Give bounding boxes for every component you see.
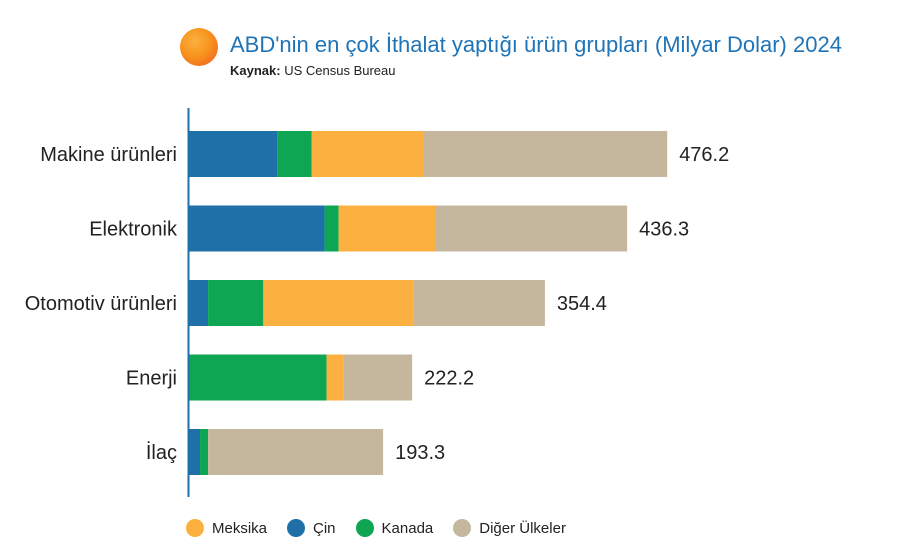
legend: Meksika Çin Kanada Diğer Ülkeler [186, 519, 566, 537]
bar-total-label: 476.2 [679, 144, 729, 166]
bar-segment-diger-ulkeler-4 [343, 354, 413, 401]
bar-segment-kanada-5 [200, 429, 209, 475]
legend-swatch [287, 519, 306, 537]
legend-item-cin: Çin [287, 519, 336, 537]
legend-swatch [453, 519, 472, 537]
chart-source: Kaynak: US Census Bureau [230, 63, 395, 78]
bar-segment-cin-3 [189, 280, 209, 326]
bar-group: Makine ürünleri 476.2 Elektronik 436.3 Otomo… [25, 131, 729, 475]
bar-total-label: 354.4 [557, 293, 607, 315]
bar-segment-diger-ulkeler-3 [413, 280, 545, 326]
bar-segment-cin-1 [189, 131, 278, 177]
bar-segment-meksika-1 [311, 131, 424, 177]
bar-segment-meksika-3 [263, 280, 414, 326]
legend-label: Kanada [381, 519, 434, 537]
source-value: US Census Bureau [284, 63, 396, 78]
category-label: Enerji [126, 368, 177, 390]
category-label: Makine ürünleri [40, 144, 177, 166]
sun-circle-icon [180, 28, 218, 66]
legend-label: Çin [313, 519, 336, 537]
bar-segment-kanada-2 [324, 205, 339, 252]
chart-title: ABD'nin en çok İthalat yaptığı ürün grup… [230, 32, 842, 57]
bar-segment-kanada-3 [208, 280, 264, 326]
category-label: Elektronik [89, 219, 178, 241]
legend-label: Diğer Ülkeler [479, 519, 566, 537]
bar-segment-diger-ulkeler-1 [423, 131, 668, 177]
bar-segment-kanada-4 [189, 354, 327, 401]
bar-total-label: 436.3 [639, 219, 689, 241]
bar-segment-meksika-4 [326, 354, 344, 401]
legend-swatch [355, 519, 374, 537]
legend-label: Meksika [212, 519, 268, 537]
bar-segment-kanada-1 [277, 131, 312, 177]
legend-item-diger-ulkeler: Diğer Ülkeler [453, 519, 566, 537]
bar-total-label: 222.2 [424, 368, 474, 390]
legend-swatch [186, 519, 204, 537]
bar-total-label: 193.3 [395, 442, 445, 464]
bar-segment-diger-ulkeler-5 [208, 429, 384, 475]
category-label: İlaç [146, 441, 177, 464]
bar-segment-diger-ulkeler-2 [435, 205, 628, 252]
bar-segment-cin-2 [189, 205, 325, 252]
bar-segment-meksika-2 [338, 205, 436, 252]
bar-segment-cin-5 [189, 429, 201, 475]
source-label: Kaynak: [230, 63, 281, 78]
category-label: Otomotiv ürünleri [25, 293, 177, 315]
legend-item-meksika: Meksika [186, 519, 267, 537]
legend-item-kanada: Kanada [355, 519, 434, 537]
